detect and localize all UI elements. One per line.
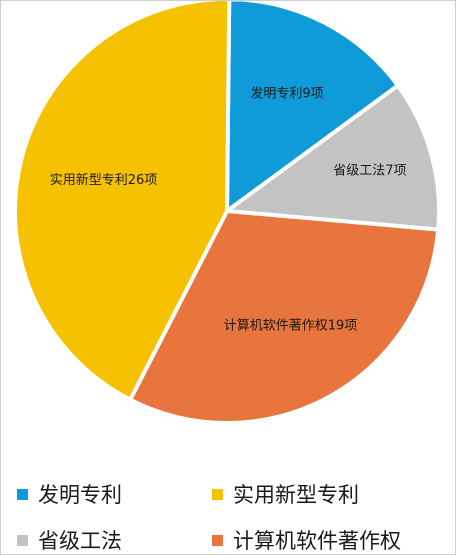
slice-software-copyright-label: 计算机软件著作权19项 [224, 318, 358, 334]
slice-software-copyright [128, 209, 441, 425]
slice-provincial-method-label: 省级工法7项 [333, 164, 406, 179]
slice-provincial-method [225, 83, 441, 232]
legend-item-software-copyright: 计算机软件著作权 [212, 525, 401, 555]
slice-utility-model-patent [13, 1, 232, 402]
legend-label-software-copyright: 计算机软件著作权 [233, 529, 401, 553]
legend: 发明专利 实用新型专利 省级工法 计算机软件著作权 [17, 479, 447, 555]
legend-item-utility-model-patent: 实用新型专利 [212, 479, 359, 509]
legend-item-invention-patent: 发明专利 [17, 479, 122, 509]
slice-invention-patent [225, 1, 400, 213]
legend-label-invention-patent: 发明专利 [38, 483, 122, 507]
legend-swatch-software-copyright [212, 534, 223, 546]
legend-label-provincial-method: 省级工法 [38, 529, 122, 553]
legend-swatch-invention-patent [17, 488, 28, 500]
legend-label-utility-model-patent: 实用新型专利 [233, 483, 359, 507]
legend-swatch-provincial-method [17, 534, 28, 546]
legend-swatch-utility-model-patent [212, 488, 223, 500]
slice-utility-model-patent-label: 实用新型专利26项 [50, 172, 158, 188]
legend-item-provincial-method: 省级工法 [17, 525, 122, 555]
slice-invention-patent-label: 发明专利9项 [250, 86, 323, 102]
